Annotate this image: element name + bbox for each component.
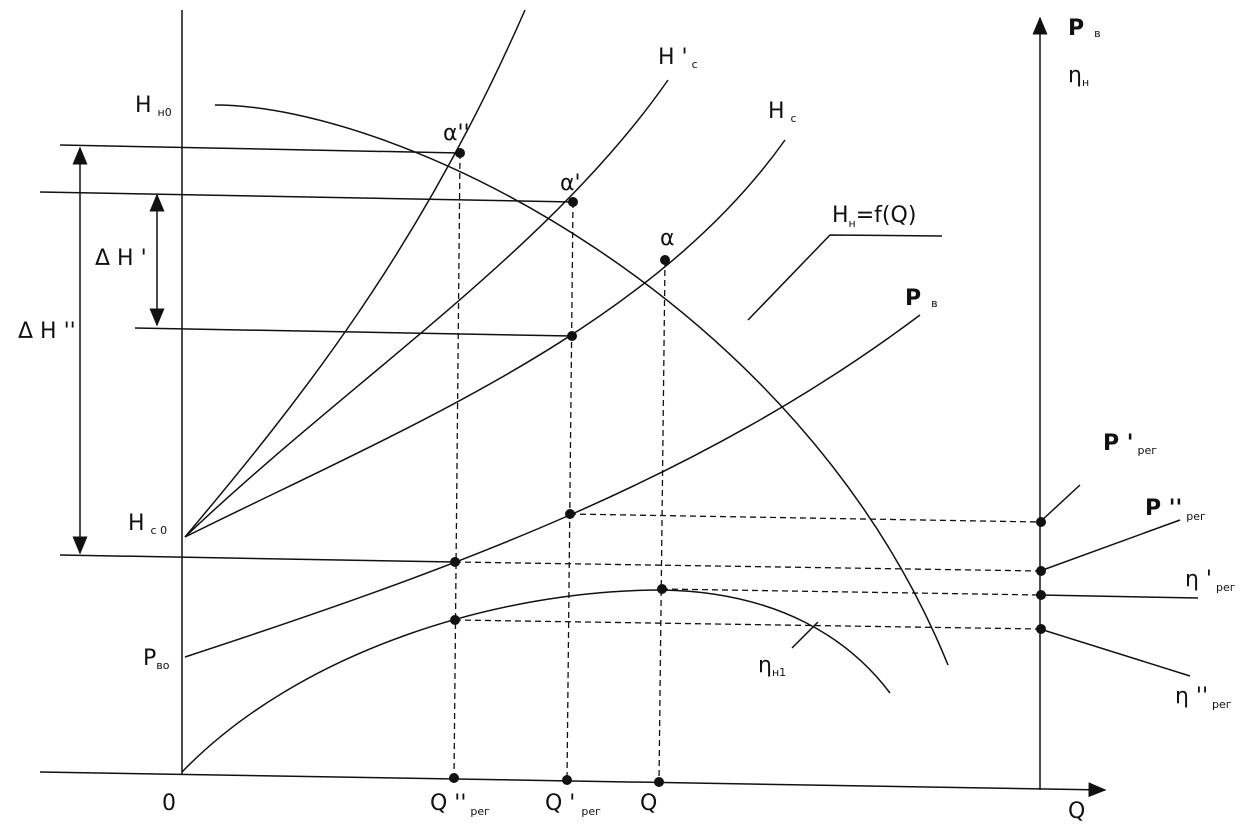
points <box>449 148 1046 787</box>
label: Q '' рег <box>430 791 490 818</box>
label-part: P <box>143 646 156 671</box>
label: α' <box>560 171 581 196</box>
label: Δ H '' <box>18 319 76 344</box>
label-part: H <box>768 99 785 124</box>
label: ηн <box>1068 63 1089 89</box>
label-part: H <box>128 511 145 536</box>
label-part: рег <box>470 805 490 818</box>
label-part: в <box>1094 27 1100 40</box>
label: ηн1 <box>758 653 786 679</box>
label-part: H <box>832 203 849 228</box>
label: α'' <box>443 121 470 146</box>
label: Hн=f(Q) <box>832 203 916 230</box>
label: P '' рег <box>1145 496 1206 523</box>
label-part: рег <box>1216 581 1236 594</box>
label: Q ' рег <box>545 791 601 818</box>
curves <box>181 9 949 773</box>
label-part: н0 <box>158 106 172 119</box>
label-part: рег <box>581 805 601 818</box>
label-part: P <box>905 286 921 311</box>
label-part: с <box>692 58 698 71</box>
label-part: H ' <box>658 45 688 70</box>
label-part: Q '' <box>430 791 466 816</box>
label-part: рег <box>1212 698 1232 711</box>
label: α <box>660 226 675 251</box>
label: η ' рег <box>1185 567 1236 594</box>
label: P ' рег <box>1103 431 1157 457</box>
label-part: η <box>1068 63 1082 88</box>
label-part: Q ' <box>545 791 575 816</box>
label-part: η <box>758 653 772 678</box>
label: H ' с <box>658 45 698 71</box>
label: η '' рег <box>1175 684 1232 711</box>
label-part: н <box>849 217 856 230</box>
label: 0 <box>162 791 176 816</box>
label-part: с 0 <box>151 524 168 537</box>
label-part: P <box>1068 16 1084 41</box>
guide-lines <box>39 144 1199 783</box>
label-part: во <box>156 659 169 672</box>
label-part: с <box>791 112 797 125</box>
label-part: н <box>1082 76 1089 89</box>
label-part: =f(Q) <box>856 203 917 228</box>
label: Δ H ' <box>95 246 147 271</box>
label: Pво <box>143 646 170 672</box>
label-part: η '' <box>1175 684 1208 709</box>
label-part: H <box>135 93 152 118</box>
label: Q <box>640 791 657 816</box>
label-part: в <box>931 297 937 310</box>
axes <box>39 10 1107 798</box>
label-part: рег <box>1186 510 1206 523</box>
label-part: P '' <box>1145 496 1182 521</box>
label-part: η ' <box>1185 567 1212 592</box>
label-part: P ' <box>1103 431 1134 456</box>
label: Q <box>1068 799 1085 824</box>
label-part: н1 <box>772 666 786 679</box>
label-part: рег <box>1138 444 1158 457</box>
